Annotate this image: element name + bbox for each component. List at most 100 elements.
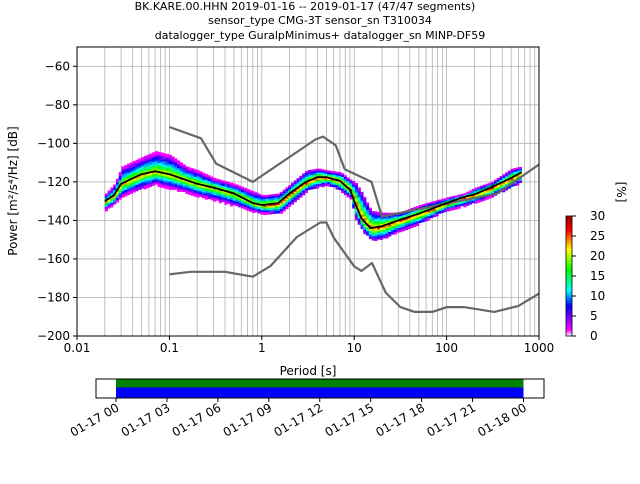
density-cell [249, 207, 253, 211]
density-cell [341, 186, 345, 190]
y-tick-label: −100 [37, 136, 70, 150]
x-tick-label: 1000 [524, 341, 555, 355]
density-cell [288, 188, 292, 192]
density-cell [271, 194, 275, 197]
density-cell [207, 175, 211, 178]
density-cell [338, 183, 342, 187]
density-cell [316, 182, 320, 185]
density-cell [229, 188, 233, 192]
density-cell [449, 198, 453, 202]
density-cell [174, 158, 178, 161]
density-cell [124, 184, 128, 187]
density-cell [485, 189, 489, 193]
density-cell [382, 216, 386, 220]
density-cell [165, 161, 170, 165]
density-cell [160, 169, 164, 173]
density-cell [407, 226, 411, 230]
density-cell [143, 177, 147, 180]
density-cell [471, 198, 475, 202]
density-cell [324, 183, 328, 186]
density-cell [202, 188, 206, 191]
density-cell [363, 204, 367, 208]
density-cell [210, 191, 214, 195]
density-cell [391, 222, 395, 225]
density-cell [368, 211, 372, 215]
density-cell [213, 197, 217, 200]
density-cell [157, 153, 161, 157]
density-cell [171, 158, 175, 161]
density-cell [243, 191, 247, 195]
density-cell [374, 238, 378, 241]
density-cell [121, 183, 125, 187]
density-cell [207, 192, 211, 196]
density-cell [360, 222, 364, 226]
density-cell [140, 180, 145, 183]
density-cell [288, 194, 292, 198]
density-cell [165, 159, 170, 163]
density-cell [204, 195, 208, 198]
density-cell [160, 165, 164, 169]
density-cell [282, 199, 286, 202]
density-cell [215, 190, 220, 193]
density-cell [468, 192, 472, 195]
density-cell [377, 219, 381, 223]
density-cell [138, 158, 142, 162]
density-cell [204, 183, 208, 187]
density-cell [143, 179, 147, 182]
density-cell [185, 187, 189, 191]
density-cell [377, 211, 381, 215]
density-cell [196, 185, 200, 189]
density-cell [385, 235, 389, 239]
density-cell [346, 190, 350, 194]
density-cell [421, 215, 425, 219]
density-cell [165, 179, 170, 182]
density-cell [177, 185, 181, 188]
density-cell [224, 183, 228, 186]
density-cell [363, 200, 367, 204]
density-cell [246, 190, 250, 194]
chart-title-line-2: sensor_type CMG-3T sensor_sn T310034 [208, 14, 432, 27]
density-cell [507, 170, 511, 174]
density-cell [443, 205, 447, 209]
density-cell [418, 218, 422, 222]
density-cell [441, 210, 445, 213]
density-cell [163, 185, 167, 189]
density-cell [163, 184, 167, 187]
density-cell [252, 200, 256, 204]
density-cell [480, 185, 484, 189]
density-cell [335, 175, 339, 179]
density-cell [165, 182, 170, 186]
density-cell [190, 191, 195, 194]
density-cell [149, 153, 153, 157]
density-cell [377, 235, 381, 238]
density-cell [385, 226, 389, 229]
density-cell [302, 173, 306, 177]
density-cell [346, 181, 350, 184]
density-cell [177, 171, 181, 175]
coverage-bar-bottom [116, 387, 524, 398]
density-cell [299, 175, 303, 179]
density-cell [360, 205, 364, 208]
density-cell [310, 184, 314, 188]
density-cell [138, 185, 142, 188]
density-cell [143, 180, 147, 184]
density-cell [279, 203, 283, 207]
density-cell [118, 193, 122, 196]
density-cell [285, 189, 289, 192]
density-cell [379, 227, 384, 231]
density-cell [165, 153, 170, 157]
density-cell [154, 156, 158, 160]
density-cell [477, 200, 481, 203]
colorbar-tick-label: 15 [590, 269, 605, 283]
density-cell [288, 196, 292, 200]
density-cell [302, 177, 306, 180]
density-cell [190, 185, 195, 189]
density-cell [343, 190, 347, 194]
density-cell [363, 212, 367, 215]
density-cell [135, 173, 139, 176]
density-cell [196, 181, 200, 185]
density-cell [302, 184, 306, 188]
density-cell [154, 172, 158, 175]
density-cell [160, 156, 164, 159]
